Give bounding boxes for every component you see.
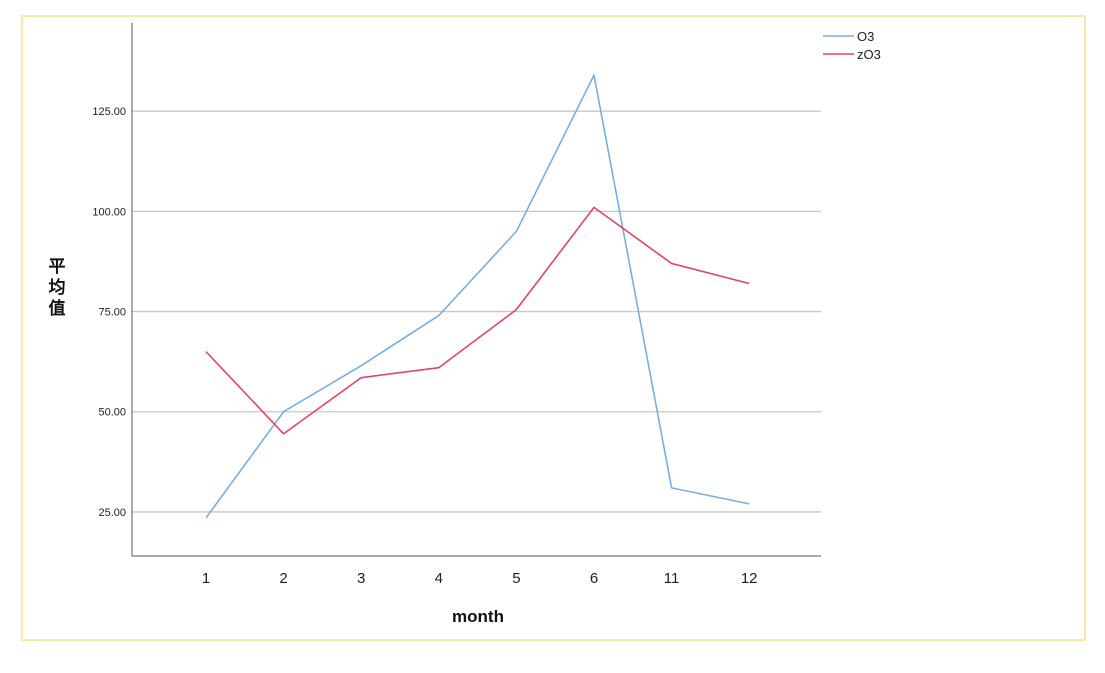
legend-label: zO3 [857, 47, 881, 62]
x-tick-label: 5 [512, 570, 520, 587]
axes [131, 23, 821, 557]
series-lines [205, 74, 750, 519]
y-tick-label: 75.00 [98, 307, 126, 319]
chart-frame: 25.00 50.00 75.00 100.00 125.00 1 2 3 4 5 6 11 12 m… [21, 15, 1086, 641]
x-tick-label: 1 [202, 570, 210, 587]
y-tick-label: 125.00 [92, 106, 126, 118]
x-tick-label: 11 [664, 570, 680, 587]
y-axis-title-char: 值 [49, 298, 66, 318]
x-tick-label: 6 [590, 570, 598, 587]
x-tick-label: 3 [357, 570, 365, 587]
x-tick-label: 2 [279, 570, 287, 587]
y-tick-label: 100.00 [92, 206, 126, 218]
x-tick-label: 4 [435, 570, 443, 587]
gridlines [132, 110, 821, 513]
y-axis-title-char: 平 [49, 257, 66, 276]
legend-label: O3 [857, 29, 874, 44]
y-axis-title: 平均值 [49, 257, 66, 318]
y-axis-title-char: 均 [49, 277, 66, 297]
y-tick-labels: 25.00 50.00 75.00 100.00 125.00 [92, 106, 126, 519]
x-tick-labels: 1 2 3 4 5 6 11 12 [202, 570, 758, 587]
series-line-zo3 [205, 206, 750, 435]
series-line-o3 [205, 74, 750, 519]
x-tick-label: 12 [741, 570, 758, 587]
y-tick-label: 25.00 [98, 507, 126, 519]
y-tick-label: 50.00 [98, 407, 126, 419]
x-axis-title: month [452, 607, 504, 626]
